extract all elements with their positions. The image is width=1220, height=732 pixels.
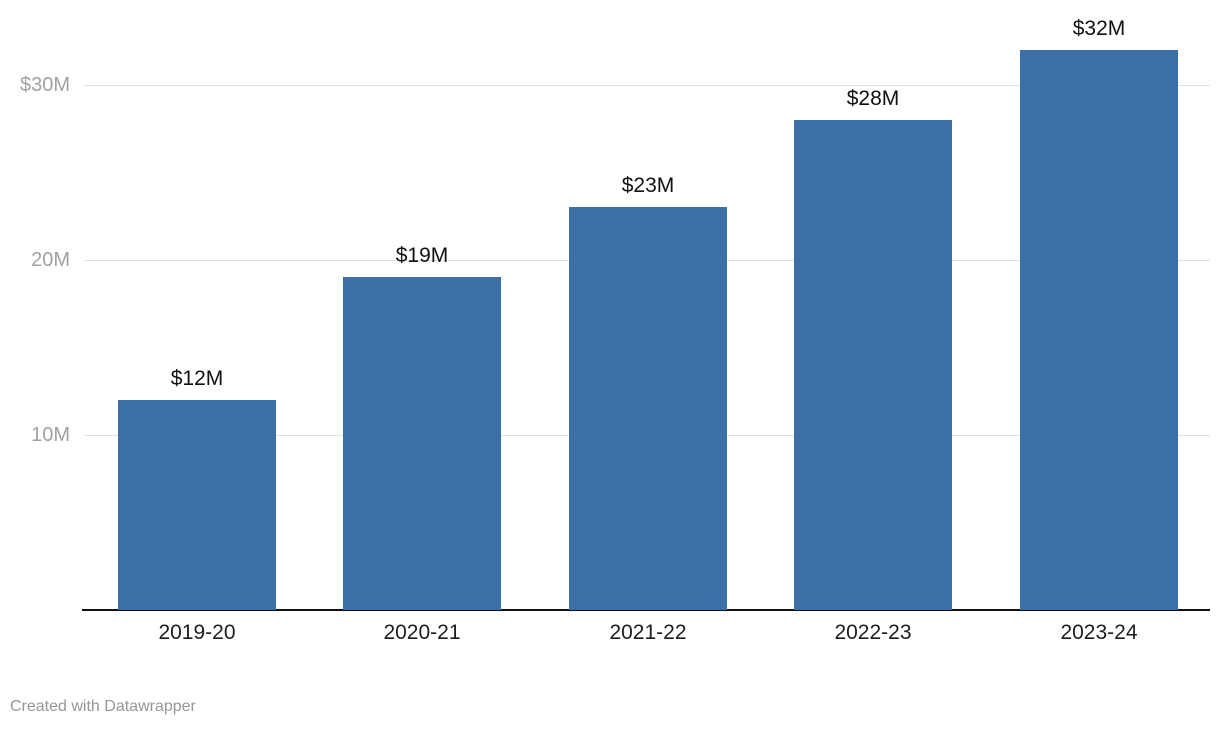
bar-value-label: $32M	[1072, 17, 1126, 40]
attribution-text: Created with Datawrapper	[10, 698, 196, 715]
bar-value-label: $28M	[846, 87, 900, 110]
x-tick-label: 2019-20	[158, 621, 236, 644]
bar-2021-22	[569, 207, 727, 610]
y-tick-label: 10M	[31, 424, 70, 446]
bar-value-label: $12M	[170, 367, 224, 390]
bar-value-label: $19M	[395, 244, 449, 267]
x-tick-label: 2022-23	[834, 621, 912, 644]
bar-2023-24	[1020, 50, 1178, 610]
bar-2019-20	[118, 400, 276, 610]
x-axis-line	[82, 609, 1210, 611]
bar-value-label: $23M	[621, 174, 675, 197]
x-tick-label: 2021-22	[609, 621, 687, 644]
x-tick-label: 2023-24	[1060, 621, 1138, 644]
gridline	[84, 84, 1210, 86]
bar-2022-23	[794, 120, 952, 610]
x-tick-label: 2020-21	[383, 621, 461, 644]
y-tick-label: $30M	[19, 74, 70, 96]
bar-2020-21	[343, 277, 501, 610]
y-tick-label: 20M	[31, 249, 70, 271]
